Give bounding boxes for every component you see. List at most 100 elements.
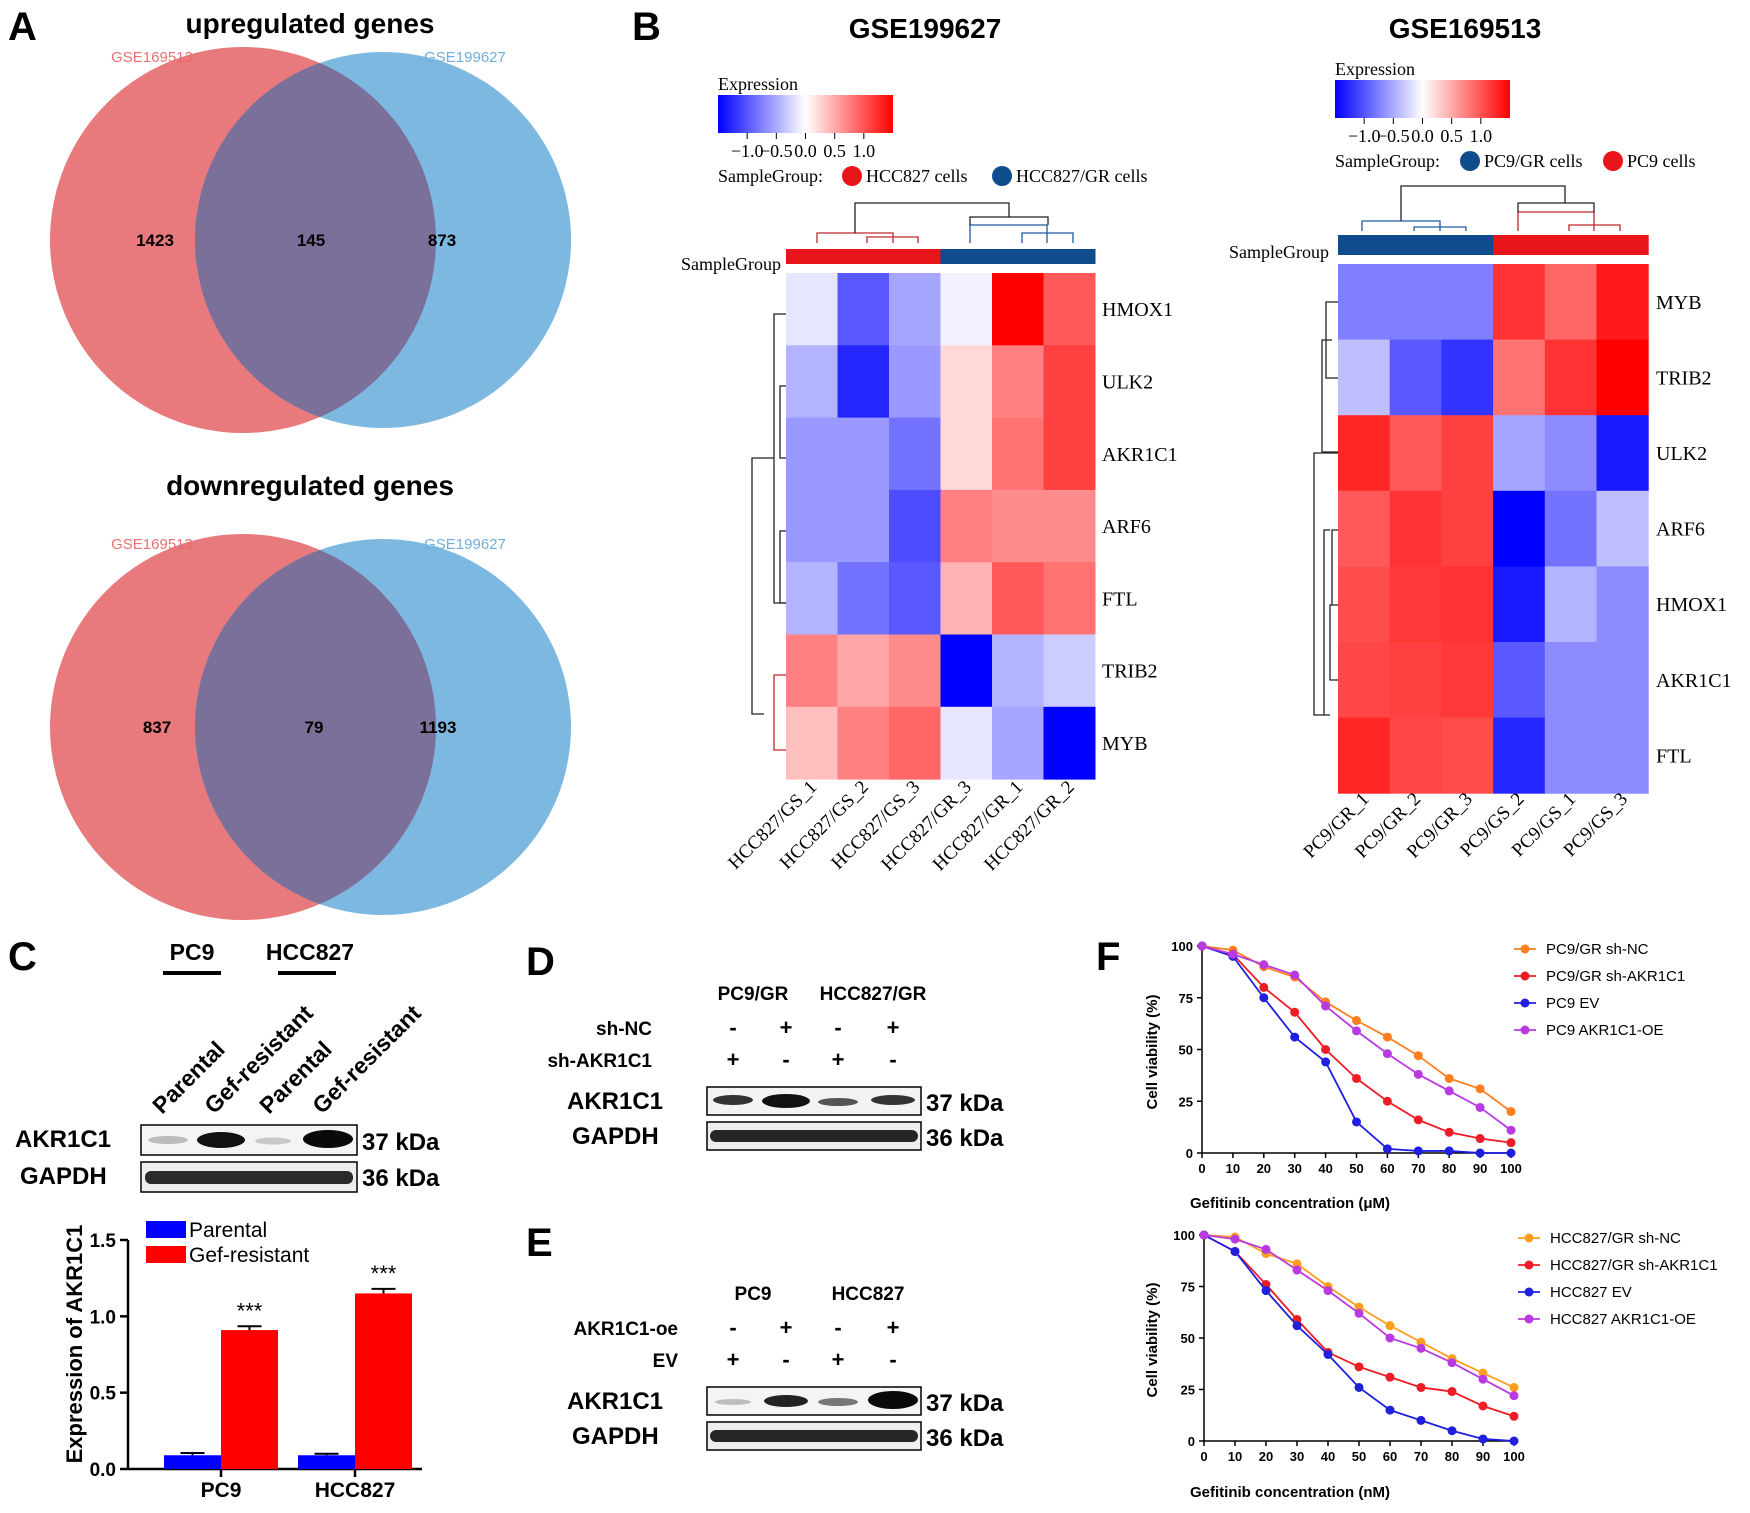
hm1-col-label: HCC827/GR_3 xyxy=(877,777,975,875)
panel-e-blot1-band-3 xyxy=(818,1398,858,1406)
hm1-row-label: HMOX1 xyxy=(1102,299,1173,321)
panel-c-blot1-band-3 xyxy=(255,1137,291,1145)
f-bottom-data-point xyxy=(1385,1372,1395,1382)
f-top-data-point xyxy=(1413,1115,1423,1125)
panel-a-label: A xyxy=(8,5,37,49)
f-bottom-legend-marker xyxy=(1524,1287,1534,1297)
f-bottom-data-point xyxy=(1354,1362,1364,1372)
hm1-cell xyxy=(992,706,1044,780)
hm1-cell xyxy=(837,273,890,346)
heatmap2-row-dendrogram xyxy=(1313,301,1338,716)
panel-b-label: B xyxy=(632,5,661,49)
f-bottom-data-point xyxy=(1323,1286,1333,1296)
panel-c-blot1-band-1 xyxy=(148,1136,188,1144)
venn-down-right-count: 1193 xyxy=(420,718,457,737)
hm2-cell xyxy=(1338,566,1391,643)
panel-d-blot2-name: GAPDH xyxy=(572,1123,659,1150)
f-bottom-x-tick-label: 40 xyxy=(1321,1449,1335,1464)
heatmap1-col-labels: HCC827/GS_1HCC827/GS_2HCC827/GS_3HCC827/… xyxy=(724,777,1078,875)
f-bottom-legend-label: HCC827 AKR1C1-OE xyxy=(1550,1311,1696,1328)
hm1-cell xyxy=(940,273,993,346)
hm1-cell xyxy=(1043,634,1096,708)
f-bottom-data-point xyxy=(1230,1234,1240,1244)
panel-d-blot1-band-1 xyxy=(713,1095,753,1105)
hm2-cell xyxy=(1441,490,1494,567)
panel-f-label: F xyxy=(1096,935,1120,979)
heatmap1-cells xyxy=(786,273,1096,780)
panel-c-lane-labels: ParentalGef-resistantParentalGef-resista… xyxy=(147,1000,426,1119)
legend-label-gef-resistant: Gef-resistant xyxy=(189,1244,309,1267)
hm1-cell xyxy=(1043,562,1096,635)
f-top-data-point xyxy=(1506,1148,1516,1158)
panel-e-conditions: AKR1C1-oe - + - + EV + - + - xyxy=(573,1315,899,1372)
hm2-cell xyxy=(1493,264,1546,341)
hm1-col-label: HCC827/GS_3 xyxy=(827,777,924,874)
hm1-tick-label: 0.5 xyxy=(823,141,846,161)
c-y-tick-label: 0.0 xyxy=(90,1460,116,1481)
f-bottom-x-tick-label: 70 xyxy=(1414,1449,1428,1464)
f-bottom-data-point xyxy=(1354,1302,1364,1312)
hm2-cell xyxy=(1389,339,1442,416)
heatmap-gse199627: GSE199627 Expression −1.0−0.5 0.0 0.5 1.0 S… xyxy=(681,13,1178,875)
d-cond-condition-sign: + xyxy=(780,1015,793,1040)
hm1-cell xyxy=(786,345,838,419)
panel-e-blot2-name: GAPDH xyxy=(572,1423,659,1450)
e-cond-condition-sign: + xyxy=(887,1315,900,1340)
panel-c-blot1-band-4 xyxy=(303,1130,353,1148)
f-bottom-data-point xyxy=(1354,1308,1364,1318)
panel-d-blot1-band-4 xyxy=(871,1095,915,1105)
f-bottom-data-point xyxy=(1416,1382,1426,1392)
f-bottom-y-tick-label: 0 xyxy=(1188,1434,1195,1449)
hm1-tick-label: 0.0 xyxy=(794,141,817,161)
hm2-tick-label: −1.0 xyxy=(1348,126,1381,146)
panel-d-blot2-band xyxy=(710,1130,918,1142)
f-top-legend-label: PC9/GR sh-AKR1C1 xyxy=(1546,968,1685,985)
panel-d-blot1-size: 37 kDa xyxy=(926,1090,1004,1117)
hm1-cell xyxy=(837,634,890,708)
f-top-data-point xyxy=(1475,1134,1485,1144)
heatmap1-group2-name: HCC827/GR cells xyxy=(1016,166,1148,186)
d-cond-condition-sign: - xyxy=(889,1047,896,1072)
f-bottom-data-point xyxy=(1292,1259,1302,1269)
d-cond-condition-sign: + xyxy=(832,1047,845,1072)
hm1-cell xyxy=(837,489,890,563)
c-bar-gef-resistant xyxy=(221,1330,278,1469)
hm1-row-label: TRIB2 xyxy=(1102,661,1158,683)
f-top-x-tick-label: 90 xyxy=(1473,1161,1487,1176)
hm2-annotation-cell xyxy=(1544,235,1597,255)
d-cond-condition-name: sh-AKR1C1 xyxy=(547,1051,652,1072)
f-top-x-tick-label: 20 xyxy=(1257,1161,1271,1176)
f-top-data-point xyxy=(1321,1001,1331,1011)
f-top-legend-marker xyxy=(1520,944,1530,954)
f-bottom-data-point xyxy=(1447,1426,1457,1436)
f-bottom-x-tick-label: 10 xyxy=(1228,1449,1242,1464)
f-bottom-legend-marker xyxy=(1524,1233,1534,1243)
hm2-cell xyxy=(1338,490,1391,567)
hm1-tick-label: −0.5 xyxy=(760,141,793,161)
heatmap2-cells xyxy=(1338,264,1649,794)
hm2-cell xyxy=(1544,415,1597,492)
hm1-cell xyxy=(992,489,1044,563)
f-bottom-y-tick-label: 50 xyxy=(1181,1331,1195,1346)
e-cond-condition-sign: - xyxy=(889,1347,896,1372)
f-top-legend-label: PC9/GR sh-NC xyxy=(1546,941,1649,958)
hm2-cell xyxy=(1493,490,1546,567)
f-bottom-data-point xyxy=(1509,1391,1519,1401)
f-top-data-point xyxy=(1321,1057,1331,1067)
heatmap1-annotation-bar xyxy=(786,249,1096,264)
hm2-annotation-cell xyxy=(1338,235,1391,255)
panel-e-blot1-band-1 xyxy=(715,1399,751,1405)
hm2-tick-label: −0.5 xyxy=(1377,126,1410,146)
f-top-data-point xyxy=(1506,1125,1516,1135)
f-top-legend-marker xyxy=(1520,998,1530,1008)
hm2-tick-label: 0.0 xyxy=(1411,126,1434,146)
venn-down-overlap-count: 79 xyxy=(305,718,324,737)
f-bottom-x-tick-label: 20 xyxy=(1259,1449,1273,1464)
hm1-cell xyxy=(889,634,941,708)
e-cond-condition-name: EV xyxy=(653,1351,679,1372)
f-top-data-point xyxy=(1352,1117,1361,1127)
f-top-x-tick-label: 30 xyxy=(1287,1161,1301,1176)
f-top-data-point xyxy=(1352,1016,1361,1026)
venn-down-right-label: GSE199627 xyxy=(424,536,506,553)
